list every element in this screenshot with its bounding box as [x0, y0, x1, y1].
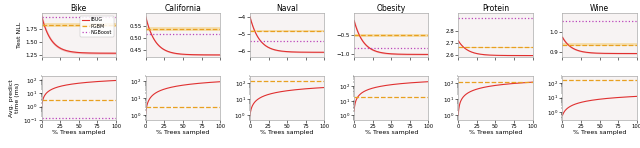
NGBoost [38, 17, 45, 18]
IBUG [321, 51, 328, 53]
IBUG [58, 48, 65, 50]
NGBoost [247, 40, 255, 42]
IBUG [419, 54, 426, 55]
NGBoost [350, 47, 358, 49]
NGBoost [455, 17, 463, 19]
Y-axis label: Avg. predict
time (ms): Avg. predict time (ms) [10, 79, 20, 117]
IBUG [249, 26, 257, 27]
IBUG [38, 15, 45, 17]
Line: IBUG: IBUG [250, 17, 324, 52]
IBUG [474, 53, 482, 55]
NGBoost [559, 20, 566, 22]
IBUG [633, 53, 640, 54]
IBUG [627, 53, 634, 54]
IBUG [629, 53, 637, 54]
IBUG [522, 55, 530, 56]
PGBM [38, 24, 46, 26]
Line: IBUG: IBUG [146, 17, 220, 55]
X-axis label: % Trees sampled: % Trees sampled [260, 130, 314, 135]
PGBM [559, 44, 567, 46]
Y-axis label: Test NLL: Test NLL [17, 22, 22, 48]
X-axis label: % Trees sampled: % Trees sampled [468, 130, 522, 135]
IBUG [459, 45, 467, 47]
PGBM [350, 34, 358, 36]
PGBM [38, 24, 45, 26]
NGBoost [559, 20, 567, 22]
Title: Naval: Naval [276, 4, 298, 13]
PGBM [143, 28, 150, 30]
IBUG [251, 29, 259, 31]
X-axis label: % Trees sampled: % Trees sampled [365, 130, 418, 135]
Line: IBUG: IBUG [42, 16, 116, 53]
IBUG [563, 43, 571, 44]
IBUG [246, 16, 254, 18]
IBUG [350, 20, 358, 22]
X-axis label: % Trees sampled: % Trees sampled [156, 130, 210, 135]
NGBoost [351, 47, 358, 49]
IBUG [108, 52, 116, 54]
Title: California: California [164, 4, 202, 13]
IBUG [525, 55, 532, 56]
NGBoost [454, 17, 462, 19]
IBUG [454, 40, 462, 42]
IBUG [106, 52, 113, 54]
IBUG [458, 44, 465, 46]
NGBoost [246, 40, 254, 42]
IBUG [579, 51, 586, 53]
IBUG [145, 26, 152, 28]
IBUG [147, 31, 154, 32]
IBUG [529, 55, 536, 56]
IBUG [210, 54, 218, 56]
IBUG [572, 49, 580, 51]
IBUG [559, 36, 566, 38]
IBUG [353, 29, 361, 31]
IBUG [425, 54, 433, 55]
IBUG [42, 29, 50, 31]
PGBM [559, 44, 566, 46]
Title: Wine: Wine [590, 4, 609, 13]
NGBoost [143, 33, 150, 35]
IBUG [370, 50, 378, 51]
IBUG [317, 51, 324, 53]
Title: Bike: Bike [70, 4, 87, 13]
X-axis label: % Trees sampled: % Trees sampled [52, 130, 106, 135]
Title: Protein: Protein [482, 4, 509, 13]
IBUG [561, 41, 569, 43]
Line: IBUG: IBUG [563, 37, 637, 54]
PGBM [246, 30, 254, 32]
Line: IBUG: IBUG [458, 41, 532, 56]
IBUG [355, 33, 362, 34]
IBUG [468, 51, 476, 53]
X-axis label: % Trees sampled: % Trees sampled [573, 130, 627, 135]
IBUG [212, 54, 220, 56]
IBUG [142, 16, 150, 18]
PGBM [455, 46, 463, 48]
PGBM [351, 34, 358, 36]
IBUG [41, 25, 49, 27]
Line: IBUG: IBUG [354, 21, 429, 54]
IBUG [364, 46, 372, 48]
IBUG [156, 45, 163, 47]
IBUG [162, 50, 170, 51]
IBUG [216, 54, 224, 56]
NGBoost [38, 17, 46, 18]
IBUG [52, 44, 60, 46]
IBUG [314, 51, 322, 53]
IBUG [260, 43, 268, 45]
NGBoost [142, 33, 150, 35]
PGBM [142, 28, 150, 30]
PGBM [454, 46, 462, 48]
IBUG [421, 54, 429, 55]
IBUG [266, 47, 273, 49]
Legend: IBUG, PGBM, NGBoost: IBUG, PGBM, NGBoost [80, 16, 113, 37]
PGBM [247, 30, 255, 32]
IBUG [112, 52, 120, 54]
Title: Obesity: Obesity [377, 4, 406, 13]
